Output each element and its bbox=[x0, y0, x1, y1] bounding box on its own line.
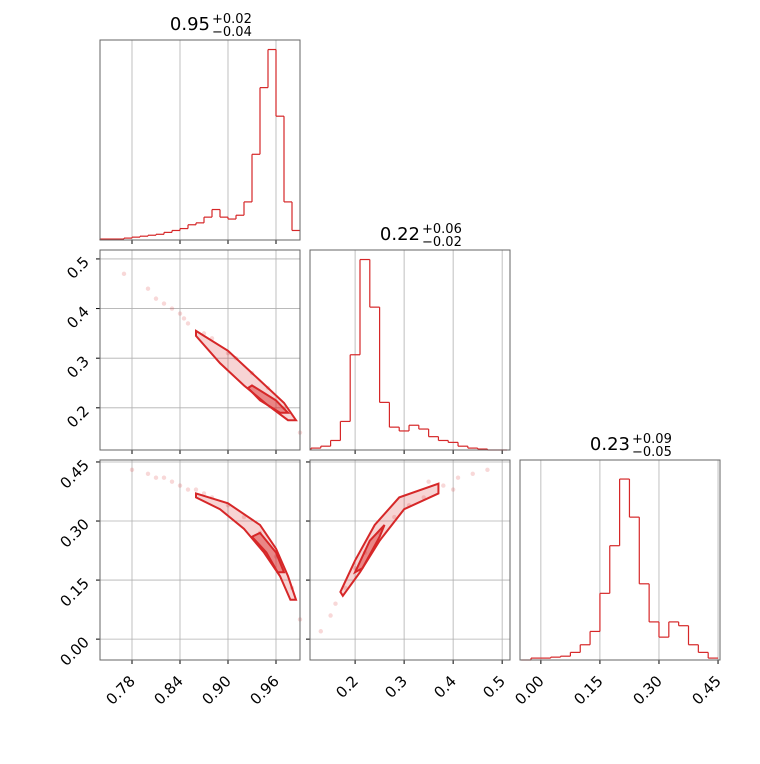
sample-point bbox=[328, 613, 333, 618]
panel: 0.22 +0.06−0.02 bbox=[309, 222, 511, 454]
panel: 0.2 0.3 0.4 0.5 bbox=[306, 459, 511, 702]
sample-point bbox=[145, 471, 151, 476]
y-tick-label: 0.5 bbox=[63, 253, 93, 283]
y-tick-label: 0.4 bbox=[63, 303, 93, 333]
x-tick-label: 0.3 bbox=[381, 672, 411, 702]
sample-point bbox=[177, 483, 183, 488]
panel-frame bbox=[309, 249, 511, 451]
sample-point bbox=[343, 585, 348, 591]
sample-point bbox=[153, 296, 159, 301]
sample-point bbox=[185, 321, 191, 326]
x-tick-label: 0.00 bbox=[511, 672, 547, 708]
sample-point bbox=[185, 487, 191, 492]
x-tick-label: 0.15 bbox=[570, 672, 606, 708]
contour bbox=[246, 384, 291, 414]
sample-point bbox=[177, 311, 183, 316]
y-tick-label: 0.3 bbox=[63, 352, 93, 382]
sample-point bbox=[485, 467, 490, 473]
sample-point bbox=[169, 479, 175, 484]
sample-point bbox=[470, 471, 475, 476]
title-lower: −0.04 bbox=[212, 25, 252, 40]
title-lower: −0.05 bbox=[632, 445, 672, 460]
x-tick-label: 0.45 bbox=[689, 672, 725, 708]
panel-frame bbox=[309, 459, 511, 661]
y-tick-label: 0.2 bbox=[63, 402, 93, 432]
x-tick-label: 0.2 bbox=[332, 672, 362, 702]
sample-point bbox=[333, 601, 338, 606]
sample-point bbox=[153, 475, 159, 480]
y-tick-label: 0.30 bbox=[56, 515, 92, 551]
y-tick-label: 0.15 bbox=[56, 574, 92, 610]
sample-point bbox=[121, 271, 127, 277]
sample-point bbox=[450, 487, 456, 492]
x-tick-label: 0.78 bbox=[102, 672, 138, 708]
panel-frame bbox=[99, 249, 301, 451]
x-tick-label: 0.4 bbox=[430, 672, 460, 702]
x-tick-label: 0.96 bbox=[246, 672, 282, 708]
panel-title: 0.22 bbox=[380, 224, 420, 245]
sample-point bbox=[169, 306, 175, 311]
contour bbox=[195, 492, 298, 601]
panel-frame bbox=[519, 459, 721, 661]
sample-point bbox=[455, 475, 461, 480]
x-tick-label: 0.30 bbox=[629, 672, 665, 708]
y-tick-label: 0.00 bbox=[56, 633, 92, 669]
sample-point bbox=[181, 316, 187, 321]
sample-point bbox=[318, 629, 323, 634]
sample-point bbox=[426, 479, 431, 484]
panel: 0.00 0.15 0.30 0.45 0.23 +0.09−0.05 bbox=[511, 432, 725, 708]
x-tick-label: 0.84 bbox=[150, 672, 186, 708]
sample-point bbox=[441, 483, 446, 488]
panel: 0.78 0.84 0.90 0.96 0.00 0.15 0.30 0.45 bbox=[56, 456, 303, 708]
title-lower: −0.02 bbox=[422, 235, 462, 250]
contour bbox=[339, 482, 440, 598]
title-upper: +0.06 bbox=[422, 222, 462, 237]
sample-point bbox=[161, 301, 167, 306]
panel-frame bbox=[99, 459, 301, 661]
sample-point bbox=[421, 495, 426, 500]
x-tick-label: 0.90 bbox=[198, 672, 234, 708]
panel: 0.2 0.3 0.4 0.5 bbox=[63, 249, 303, 454]
panel-frame bbox=[99, 39, 301, 241]
sample-point bbox=[193, 487, 199, 492]
sample-point bbox=[129, 467, 135, 473]
title-upper: +0.09 bbox=[632, 432, 672, 447]
contour bbox=[352, 524, 386, 575]
panel: 0.95 +0.02−0.04 bbox=[99, 12, 301, 244]
contour bbox=[250, 531, 286, 574]
sample-point bbox=[145, 286, 151, 291]
title-upper: +0.02 bbox=[212, 12, 252, 27]
sample-point bbox=[161, 475, 167, 480]
y-tick-label: 0.45 bbox=[56, 456, 92, 492]
panel-title: 0.95 bbox=[170, 14, 210, 35]
sample-point bbox=[392, 514, 397, 520]
x-tick-label: 0.5 bbox=[479, 672, 509, 702]
panel-title: 0.23 bbox=[590, 434, 630, 455]
